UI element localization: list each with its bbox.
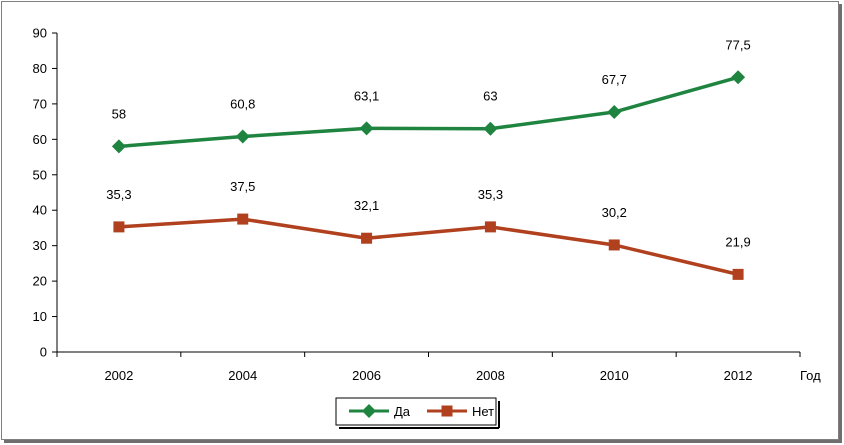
data-label: 32,1 (354, 198, 379, 213)
x-tick-label: 2002 (104, 368, 133, 383)
series-line (118, 75, 739, 149)
legend-entry: Да (349, 404, 411, 419)
chart-frame (1, 1, 839, 440)
legend-marker (441, 405, 453, 417)
y-tick-label: 50 (33, 167, 47, 182)
x-axis-title: Год (800, 368, 821, 383)
legend: Да Нет (335, 397, 500, 429)
data-label: 35,3 (106, 187, 131, 202)
series-line (118, 217, 739, 277)
data-point (732, 268, 744, 280)
y-tick-label: 20 (33, 274, 47, 289)
y-tick-label: 70 (33, 96, 47, 111)
y-axis: 0 10 20 30 40 50 60 70 80 90 (33, 26, 58, 360)
x-tick-label: 2008 (476, 368, 505, 383)
data-point (483, 121, 498, 136)
series-1: 58 60,8 63,1 63 67,7 77,5 (111, 37, 751, 154)
data-label: 21,9 (725, 234, 750, 249)
x-tick-label: 2010 (600, 368, 629, 383)
data-point (235, 129, 250, 144)
y-tick-label: 80 (33, 61, 47, 76)
data-label: 30,2 (602, 205, 627, 220)
legend-entry: Нет (427, 404, 494, 419)
series-layer: 58 60,8 63,1 63 67,7 77,5 35,3 37,5 32,1 35,3 30,2… (106, 37, 751, 280)
data-point (237, 213, 249, 225)
data-label: 63,1 (354, 88, 379, 103)
data-point (608, 239, 620, 251)
data-label: 67,7 (602, 72, 627, 87)
data-label: 37,5 (230, 179, 255, 194)
y-tick-label: 40 (33, 203, 47, 218)
y-tick-label: 60 (33, 132, 47, 147)
legend-label: Нет (472, 404, 494, 419)
x-axis: 2002 2004 2006 2008 2010 2012 (56, 351, 801, 383)
y-tick-label: 0 (40, 345, 47, 360)
y-tick-label: 10 (33, 309, 47, 324)
data-point (484, 221, 496, 233)
data-point (361, 232, 373, 244)
data-point (111, 139, 126, 154)
data-label: 63 (483, 89, 497, 104)
legend-label: Да (394, 404, 411, 419)
data-point (607, 105, 622, 120)
x-tick-label: 2004 (228, 368, 257, 383)
x-tick-label: 2012 (724, 368, 753, 383)
data-label: 77,5 (725, 37, 750, 52)
data-point (731, 70, 746, 85)
series-2: 35,3 37,5 32,1 35,3 30,2 21,9 (106, 179, 751, 280)
data-label: 58 (112, 106, 126, 121)
x-tick-label: 2006 (352, 368, 381, 383)
legend-marker (362, 404, 376, 418)
data-point (113, 221, 125, 233)
data-label: 35,3 (478, 187, 503, 202)
y-tick-label: 30 (33, 238, 47, 253)
y-tick-label: 90 (33, 26, 47, 41)
data-label: 60,8 (230, 96, 255, 111)
data-point (359, 121, 374, 136)
